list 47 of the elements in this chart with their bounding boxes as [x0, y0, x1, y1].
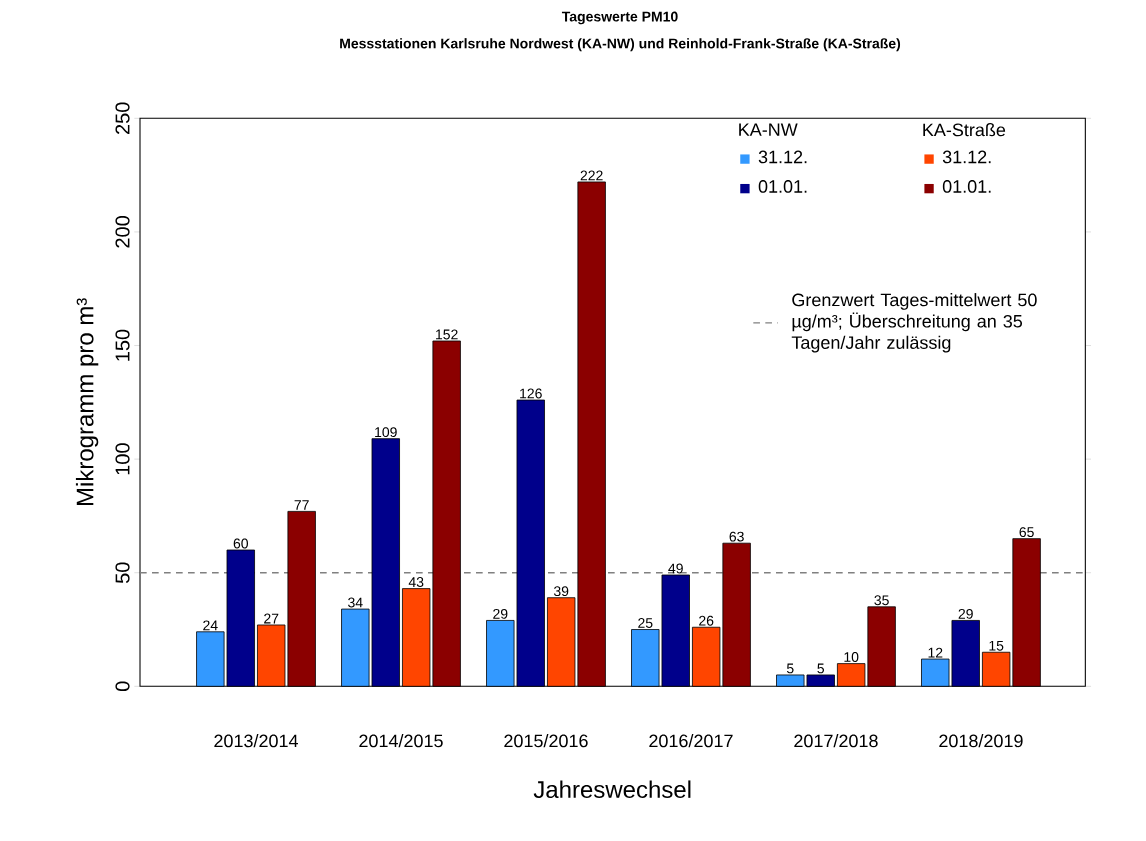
y-tick-label: 200: [115, 216, 130, 248]
chart-subtitle: Messstationen Karlsruhe Nordwest (KA-NW) und Reinhold-Frank-Straße (KA-Straße): [340, 38, 901, 52]
x-axis-title: Jahreswechsel: [533, 780, 691, 799]
legend-label: 31.12.: [758, 150, 807, 164]
data-label: 35: [874, 595, 889, 606]
data-label: 126: [520, 388, 542, 399]
data-label: 29: [958, 608, 973, 619]
data-label: 10: [844, 652, 859, 663]
data-label: 25: [638, 618, 653, 628]
data-label: 222: [580, 170, 603, 181]
data-label: 63: [729, 531, 744, 542]
legend-label: 01.01.: [942, 180, 991, 193]
y-tick-label: 250: [115, 102, 130, 134]
y-axis-title: Mikrogramm pro m³: [75, 298, 99, 506]
legend-label: Grenzwert Tages-mittelwert 50 µg/m³; Überschreitung an 35 Tagen/Jahr zulässig: [791, 293, 1037, 353]
data-label: 109: [375, 427, 397, 438]
x-tick-label: 2017/2018: [794, 734, 878, 748]
data-label: 27: [264, 613, 279, 624]
x-tick-label: 2018/2019: [939, 734, 1023, 748]
data-label: 43: [408, 577, 424, 588]
x-tick-label: 2015/2016: [504, 734, 588, 748]
data-label: 60: [233, 538, 249, 549]
x-tick-label: 2014/2015: [359, 734, 443, 748]
x-tick-label: 2013/2014: [214, 734, 299, 748]
y-tick-label: 100: [115, 443, 130, 475]
annotation: KA-Straße: [923, 123, 1006, 137]
data-label: 34: [348, 597, 363, 608]
data-label: 12: [928, 647, 943, 658]
data-label: 15: [989, 640, 1004, 651]
y-tick-label: 0: [115, 681, 130, 692]
legend-label: 31.12.: [942, 150, 991, 164]
data-label: 152: [436, 329, 458, 340]
data-label: 65: [1019, 527, 1034, 538]
x-tick-label: 2016/2017: [649, 734, 733, 748]
y-tick-label: 150: [115, 329, 130, 361]
y-tick-label: 50: [115, 562, 130, 584]
data-label: 39: [553, 586, 569, 597]
legend-label: 01.01.: [758, 180, 807, 193]
data-label: 24: [203, 620, 218, 631]
data-label: 77: [294, 500, 309, 510]
chart-title: Tageswerte PM10: [561, 11, 678, 25]
data-label: 49: [668, 563, 683, 574]
data-label: 29: [493, 608, 508, 619]
data-label: 5: [786, 663, 794, 674]
data-label: 26: [699, 615, 714, 626]
annotation: KA-NW: [739, 123, 798, 136]
data-label: 5: [817, 663, 825, 674]
